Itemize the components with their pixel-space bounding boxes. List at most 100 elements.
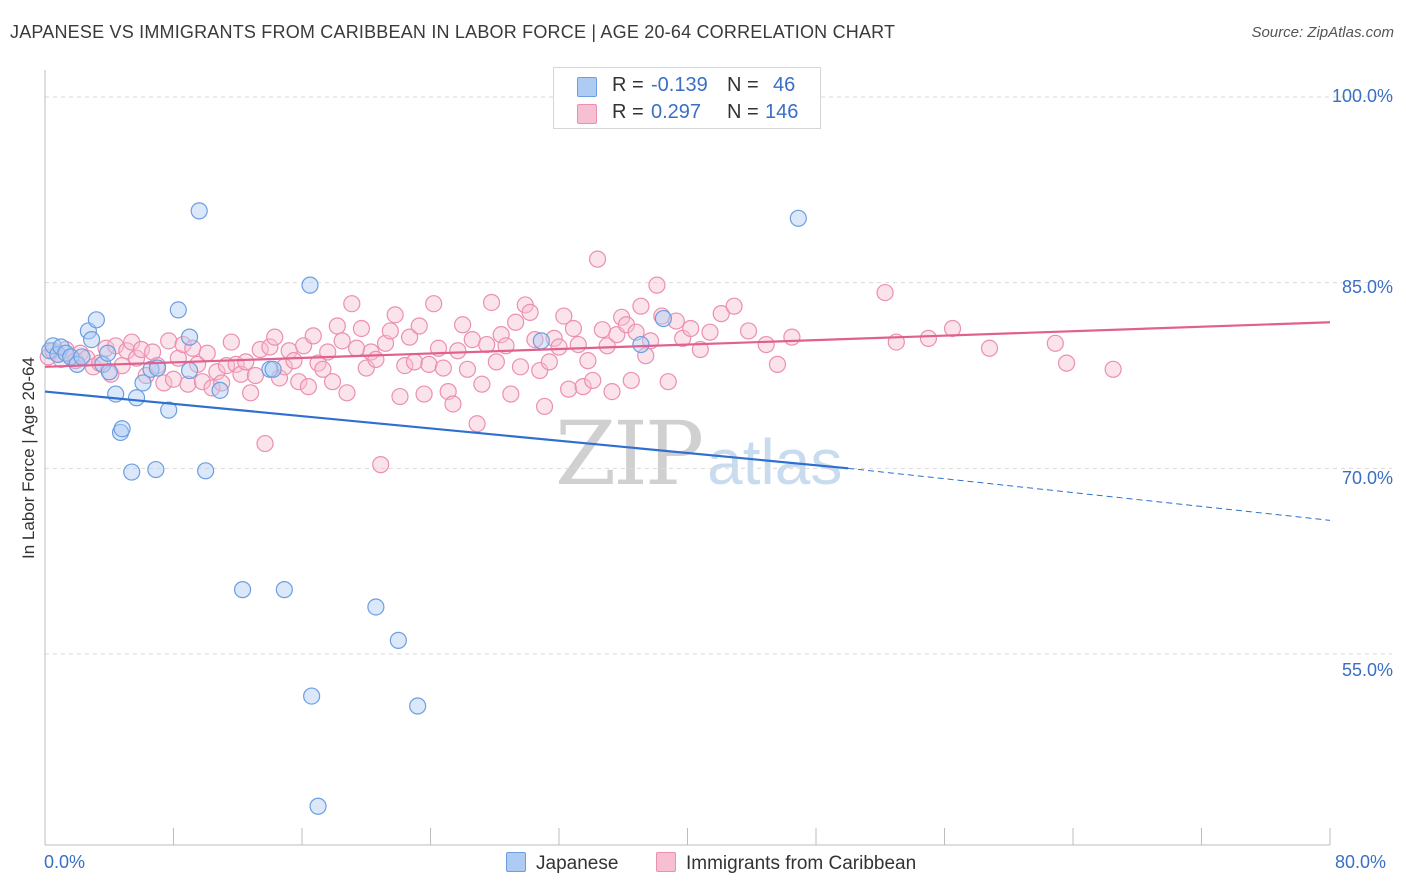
point-japanese bbox=[389, 631, 407, 649]
point-immigrants-from-caribbean bbox=[323, 373, 342, 391]
point-immigrants-from-caribbean bbox=[588, 250, 607, 268]
point-immigrants-from-caribbean bbox=[193, 373, 212, 391]
point-japanese bbox=[789, 209, 807, 227]
legend-swatch-blue bbox=[577, 77, 597, 97]
point-immigrants-from-caribbean bbox=[712, 305, 730, 323]
trend-line-japanese bbox=[44, 390, 849, 470]
legend-swatch-japanese bbox=[506, 852, 526, 872]
x-tick-label: 0.0% bbox=[44, 852, 86, 872]
point-japanese bbox=[147, 460, 165, 479]
point-immigrants-from-caribbean bbox=[511, 358, 530, 376]
point-immigrants-from-caribbean bbox=[420, 355, 438, 373]
point-japanese bbox=[197, 462, 215, 480]
x-tick-label: 80.0% bbox=[1335, 852, 1387, 872]
legend-swatch-caribbean bbox=[656, 852, 676, 872]
y-tick-label: 85.0% bbox=[1341, 277, 1393, 297]
point-japanese bbox=[113, 420, 131, 438]
point-japanese bbox=[134, 374, 152, 392]
point-japanese bbox=[180, 361, 199, 380]
point-immigrants-from-caribbean bbox=[237, 353, 255, 371]
point-immigrants-from-caribbean bbox=[463, 331, 481, 349]
legend-row-japanese: R = -0.139 N = 46 bbox=[554, 74, 820, 100]
point-immigrants-from-caribbean bbox=[179, 375, 197, 393]
point-immigrants-from-caribbean bbox=[381, 322, 399, 340]
point-immigrants-from-caribbean bbox=[535, 397, 554, 416]
point-immigrants-from-caribbean bbox=[540, 353, 558, 371]
legend-r-value: 0.297 bbox=[651, 101, 702, 123]
point-immigrants-from-caribbean bbox=[160, 332, 178, 350]
point-japanese bbox=[100, 363, 118, 381]
point-immigrants-from-caribbean bbox=[434, 359, 452, 377]
point-immigrants-from-caribbean bbox=[415, 385, 433, 403]
legend-label-caribbean: Immigrants from Caribbean bbox=[686, 853, 917, 874]
point-immigrants-from-caribbean bbox=[401, 328, 419, 346]
point-immigrants-from-caribbean bbox=[876, 283, 894, 302]
point-japanese bbox=[82, 331, 101, 349]
point-japanese bbox=[190, 202, 208, 220]
point-immigrants-from-caribbean bbox=[531, 361, 549, 380]
point-immigrants-from-caribbean bbox=[458, 360, 477, 378]
point-immigrants-from-caribbean bbox=[579, 352, 597, 370]
point-japanese bbox=[409, 697, 427, 715]
point-immigrants-from-caribbean bbox=[487, 353, 505, 371]
point-immigrants-from-caribbean bbox=[266, 328, 284, 346]
trend-lines bbox=[44, 321, 1331, 521]
point-immigrants-from-caribbean bbox=[768, 355, 787, 373]
point-japanese bbox=[632, 335, 650, 354]
point-immigrants-from-caribbean bbox=[569, 335, 587, 354]
point-immigrants-from-caribbean bbox=[478, 335, 496, 354]
point-immigrants-from-caribbean bbox=[155, 374, 173, 392]
legend-n-value: 46 bbox=[773, 74, 796, 96]
point-immigrants-from-caribbean bbox=[691, 340, 709, 359]
point-immigrants-from-caribbean bbox=[352, 319, 371, 338]
point-japanese bbox=[367, 598, 385, 616]
legend-n-value: 146 bbox=[765, 101, 799, 123]
point-immigrants-from-caribbean bbox=[1104, 360, 1122, 378]
trend-line-caribbean bbox=[44, 321, 1331, 368]
point-immigrants-from-caribbean bbox=[667, 312, 685, 330]
point-japanese bbox=[180, 328, 199, 346]
point-japanese bbox=[211, 381, 229, 399]
point-immigrants-from-caribbean bbox=[943, 319, 962, 338]
correlation-legend: R = -0.139 N = 46 R = 0.297 N = 146 bbox=[553, 67, 821, 129]
point-immigrants-from-caribbean bbox=[521, 303, 539, 321]
chart-title: JAPANESE VS IMMIGRANTS FROM CARIBBEAN IN… bbox=[10, 22, 896, 42]
point-immigrants-from-caribbean bbox=[507, 313, 525, 331]
point-immigrants-from-caribbean bbox=[725, 297, 743, 315]
point-immigrants-from-caribbean bbox=[502, 385, 520, 403]
point-immigrants-from-caribbean bbox=[198, 344, 216, 362]
point-immigrants-from-caribbean bbox=[256, 434, 274, 453]
point-immigrants-from-caribbean bbox=[304, 327, 322, 345]
series-japanese bbox=[41, 202, 807, 815]
point-immigrants-from-caribbean bbox=[783, 328, 801, 346]
point-immigrants-from-caribbean bbox=[701, 323, 719, 341]
point-immigrants-from-caribbean bbox=[338, 384, 356, 402]
point-immigrants-from-caribbean bbox=[560, 380, 578, 398]
legend-swatch-pink bbox=[577, 104, 597, 124]
legend-label-japanese: Japanese bbox=[536, 853, 619, 874]
point-immigrants-from-caribbean bbox=[648, 276, 666, 294]
point-immigrants-from-caribbean bbox=[739, 322, 758, 340]
point-immigrants-from-caribbean bbox=[980, 339, 999, 357]
point-japanese bbox=[142, 360, 160, 378]
point-immigrants-from-caribbean bbox=[584, 371, 602, 390]
point-japanese bbox=[160, 401, 178, 419]
axes bbox=[44, 70, 1331, 846]
point-immigrants-from-caribbean bbox=[367, 350, 385, 369]
point-immigrants-from-caribbean bbox=[757, 335, 775, 354]
point-immigrants-from-caribbean bbox=[574, 378, 592, 396]
point-immigrants-from-caribbean bbox=[482, 293, 501, 312]
point-japanese bbox=[233, 581, 252, 599]
point-immigrants-from-caribbean bbox=[405, 353, 424, 371]
point-immigrants-from-caribbean bbox=[285, 352, 303, 370]
point-immigrants-from-caribbean bbox=[449, 342, 467, 360]
legend-r-label: R = bbox=[612, 101, 644, 123]
point-immigrants-from-caribbean bbox=[603, 382, 621, 401]
point-immigrants-from-caribbean bbox=[659, 373, 677, 391]
point-immigrants-from-caribbean bbox=[299, 378, 318, 396]
point-immigrants-from-caribbean bbox=[314, 360, 332, 378]
point-immigrants-from-caribbean bbox=[144, 343, 162, 361]
point-immigrants-from-caribbean bbox=[492, 326, 510, 344]
point-immigrants-from-caribbean bbox=[682, 319, 700, 338]
